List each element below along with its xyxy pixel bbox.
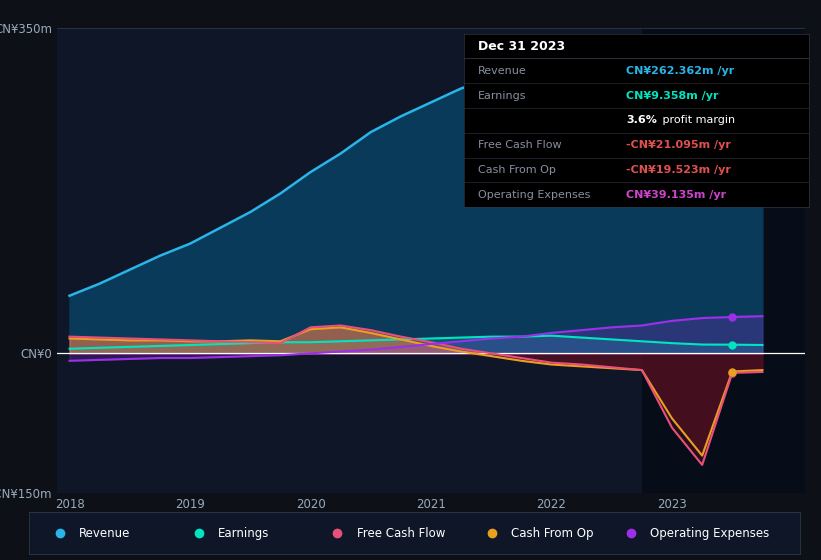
Bar (642, 28, 805, 493)
Text: Free Cash Flow: Free Cash Flow (357, 527, 445, 540)
Text: Revenue: Revenue (79, 527, 131, 540)
Text: -CN¥21.095m /yr: -CN¥21.095m /yr (626, 140, 731, 150)
Text: Cash From Op: Cash From Op (478, 165, 556, 175)
Text: 3.6%: 3.6% (626, 115, 657, 125)
Text: Earnings: Earnings (478, 91, 526, 101)
Text: Earnings: Earnings (218, 527, 269, 540)
Text: Operating Expenses: Operating Expenses (650, 527, 769, 540)
Text: Operating Expenses: Operating Expenses (478, 190, 590, 200)
Text: Cash From Op: Cash From Op (511, 527, 594, 540)
Text: Free Cash Flow: Free Cash Flow (478, 140, 562, 150)
Text: CN¥262.362m /yr: CN¥262.362m /yr (626, 66, 734, 76)
Text: profit margin: profit margin (658, 115, 735, 125)
Text: Revenue: Revenue (478, 66, 526, 76)
Text: -CN¥19.523m /yr: -CN¥19.523m /yr (626, 165, 731, 175)
Text: Dec 31 2023: Dec 31 2023 (478, 40, 565, 53)
Text: CN¥39.135m /yr: CN¥39.135m /yr (626, 190, 726, 200)
Text: CN¥9.358m /yr: CN¥9.358m /yr (626, 91, 718, 101)
